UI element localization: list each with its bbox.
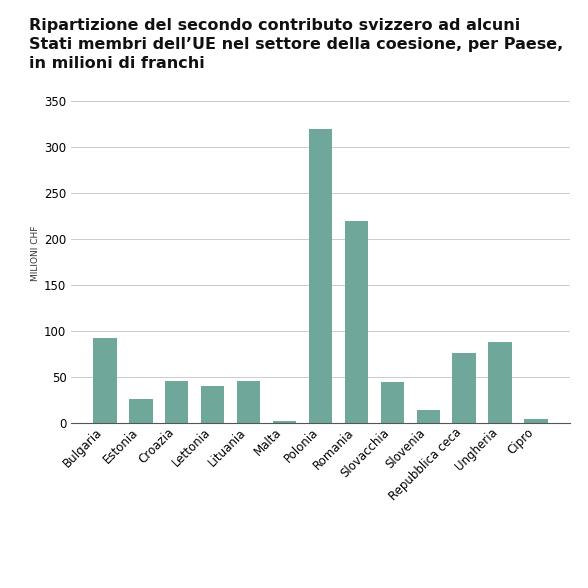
Bar <box>237 381 260 423</box>
Bar <box>273 420 296 423</box>
Bar <box>309 129 332 423</box>
Bar <box>416 409 440 423</box>
Bar <box>165 381 189 423</box>
Bar <box>129 399 152 423</box>
Bar <box>452 353 476 423</box>
Bar <box>489 342 512 423</box>
Y-axis label: MILIONI CHF: MILIONI CHF <box>31 225 40 280</box>
Bar <box>201 386 225 423</box>
Bar <box>93 338 116 423</box>
Bar <box>345 220 368 423</box>
Text: Ripartizione del secondo contributo svizzero ad alcuni
Stati membri dell’UE nel : Ripartizione del secondo contributo sviz… <box>29 18 564 71</box>
Bar <box>380 382 404 423</box>
Bar <box>524 419 547 423</box>
